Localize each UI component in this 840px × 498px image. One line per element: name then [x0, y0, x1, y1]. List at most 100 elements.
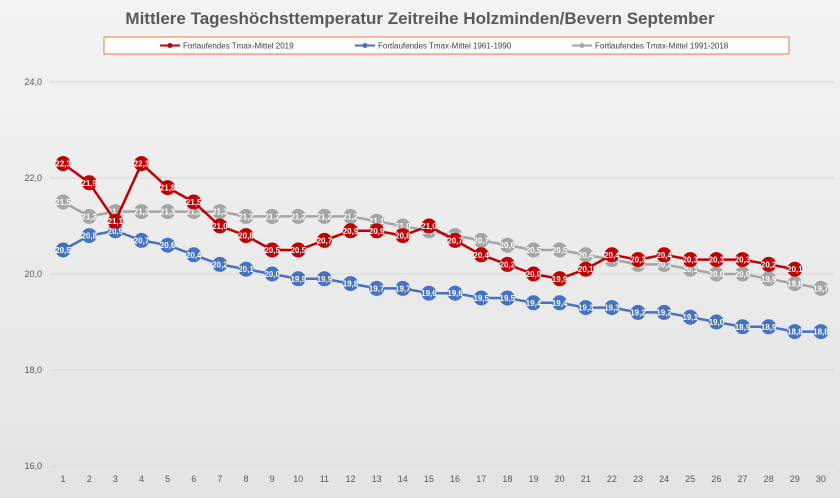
x-tick-label: 4	[139, 474, 144, 484]
legend-entry: Fortlaufendes Tmax-Mittel 1961-1990	[378, 42, 512, 51]
data-point	[395, 228, 411, 244]
data-label: 22,3	[134, 160, 150, 169]
x-tick-label: 6	[191, 474, 196, 484]
data-label: 20,0	[264, 270, 280, 279]
data-point	[525, 266, 541, 282]
x-tick-label: 7	[217, 474, 222, 484]
x-tick-label: 3	[113, 474, 118, 484]
x-tick-label: 8	[243, 474, 248, 484]
data-point	[578, 261, 594, 277]
data-point	[160, 237, 176, 253]
legend-swatch-marker	[167, 43, 173, 48]
data-label: 19,8	[787, 280, 803, 289]
data-point	[369, 280, 385, 296]
data-point	[55, 156, 71, 172]
data-label: 20,6	[500, 241, 516, 250]
data-label: 20,0	[735, 270, 751, 279]
x-axis: 1 2 3 4 5 6 7 8 9 10 11 12 13 14 15 16 17 18 19 20 21 22 23 24 2…	[61, 474, 826, 484]
data-label: 21,0	[212, 222, 228, 231]
data-point	[421, 285, 437, 301]
series-container: 21,5 21,2 21,3 21,3 21,3 21,3 21,3 21,2 21,2 21,2…	[55, 156, 829, 340]
data-label: 19,5	[500, 294, 516, 303]
data-point	[290, 208, 306, 224]
data-point	[578, 247, 594, 263]
data-point	[186, 194, 202, 210]
x-tick-label: 29	[790, 474, 800, 484]
series-line	[62, 200, 822, 290]
data-point	[212, 218, 228, 234]
data-point	[447, 285, 463, 301]
x-tick-label: 17	[476, 474, 486, 484]
data-point	[787, 276, 803, 292]
x-tick-label: 1	[61, 474, 66, 484]
data-point	[761, 271, 777, 287]
data-point	[395, 280, 411, 296]
data-point	[55, 194, 71, 210]
data-label: 20,4	[656, 251, 672, 260]
data-point	[186, 247, 202, 263]
data-point	[552, 271, 568, 287]
data-point	[107, 213, 123, 229]
data-label: 21,2	[290, 212, 306, 221]
data-point	[264, 208, 280, 224]
data-label: 19,5	[473, 294, 489, 303]
x-tick-label: 30	[816, 474, 826, 484]
data-label: 21,2	[317, 212, 333, 221]
data-point	[761, 256, 777, 272]
data-label: 20,0	[526, 270, 542, 279]
data-label: 20,7	[134, 236, 150, 245]
data-point	[656, 247, 672, 263]
data-point	[133, 156, 149, 172]
legend	[103, 36, 790, 55]
x-tick-label: 21	[581, 474, 591, 484]
data-label: 21,2	[81, 212, 97, 221]
y-tick-label: 22,0	[24, 173, 42, 183]
data-label: 20,5	[290, 246, 306, 255]
data-label: 20,1	[578, 265, 594, 274]
data-label: 19,9	[552, 275, 568, 284]
data-point	[630, 304, 646, 320]
x-tick-label: 5	[165, 474, 170, 484]
legend-entry: Fortlaufendes Tmax-Mittel 1991-2018	[595, 42, 729, 51]
series-line	[62, 229, 821, 333]
data-label: 20,3	[735, 256, 751, 265]
data-point	[656, 304, 672, 320]
data-label: 18,9	[761, 323, 777, 332]
data-point	[133, 232, 149, 248]
data-label: 21,0	[421, 222, 437, 231]
data-label: 20,8	[395, 232, 411, 241]
data-point	[552, 242, 568, 258]
series-2: 20,520,820,920,720,620,420,220,120,019,9…	[55, 223, 829, 340]
data-point	[473, 290, 489, 306]
data-label: 19,3	[604, 304, 620, 313]
data-point	[499, 256, 515, 272]
x-tick-label: 2	[87, 474, 92, 484]
data-point	[578, 300, 594, 316]
data-point	[735, 319, 751, 335]
data-label: 19,2	[630, 308, 646, 317]
data-point	[761, 319, 777, 335]
data-label: 21,9	[81, 179, 97, 188]
data-point	[316, 271, 332, 287]
x-tick-label: 27	[738, 474, 748, 484]
data-label: 20,7	[317, 236, 333, 245]
data-label: 20,5	[552, 246, 568, 255]
data-label: 19,1	[682, 313, 698, 322]
data-label: 20,3	[630, 256, 646, 265]
data-label: 19,7	[369, 284, 385, 293]
data-label: 18,8	[813, 328, 829, 337]
data-point	[81, 175, 97, 191]
data-label: 19,7	[395, 284, 411, 293]
data-label: 19,9	[290, 275, 306, 284]
data-label: 19,8	[343, 280, 359, 289]
x-tick-label: 13	[372, 474, 382, 484]
data-label: 21,2	[343, 212, 359, 221]
x-tick-label: 22	[607, 474, 617, 484]
x-tick-label: 23	[633, 474, 643, 484]
data-point	[316, 208, 332, 224]
data-label: 21,8	[160, 184, 176, 193]
data-label: 20,2	[761, 260, 777, 269]
series-1: 22,321,921,122,321,821,521,020,820,5 20,5…	[55, 156, 803, 287]
x-tick-label: 10	[293, 474, 303, 484]
